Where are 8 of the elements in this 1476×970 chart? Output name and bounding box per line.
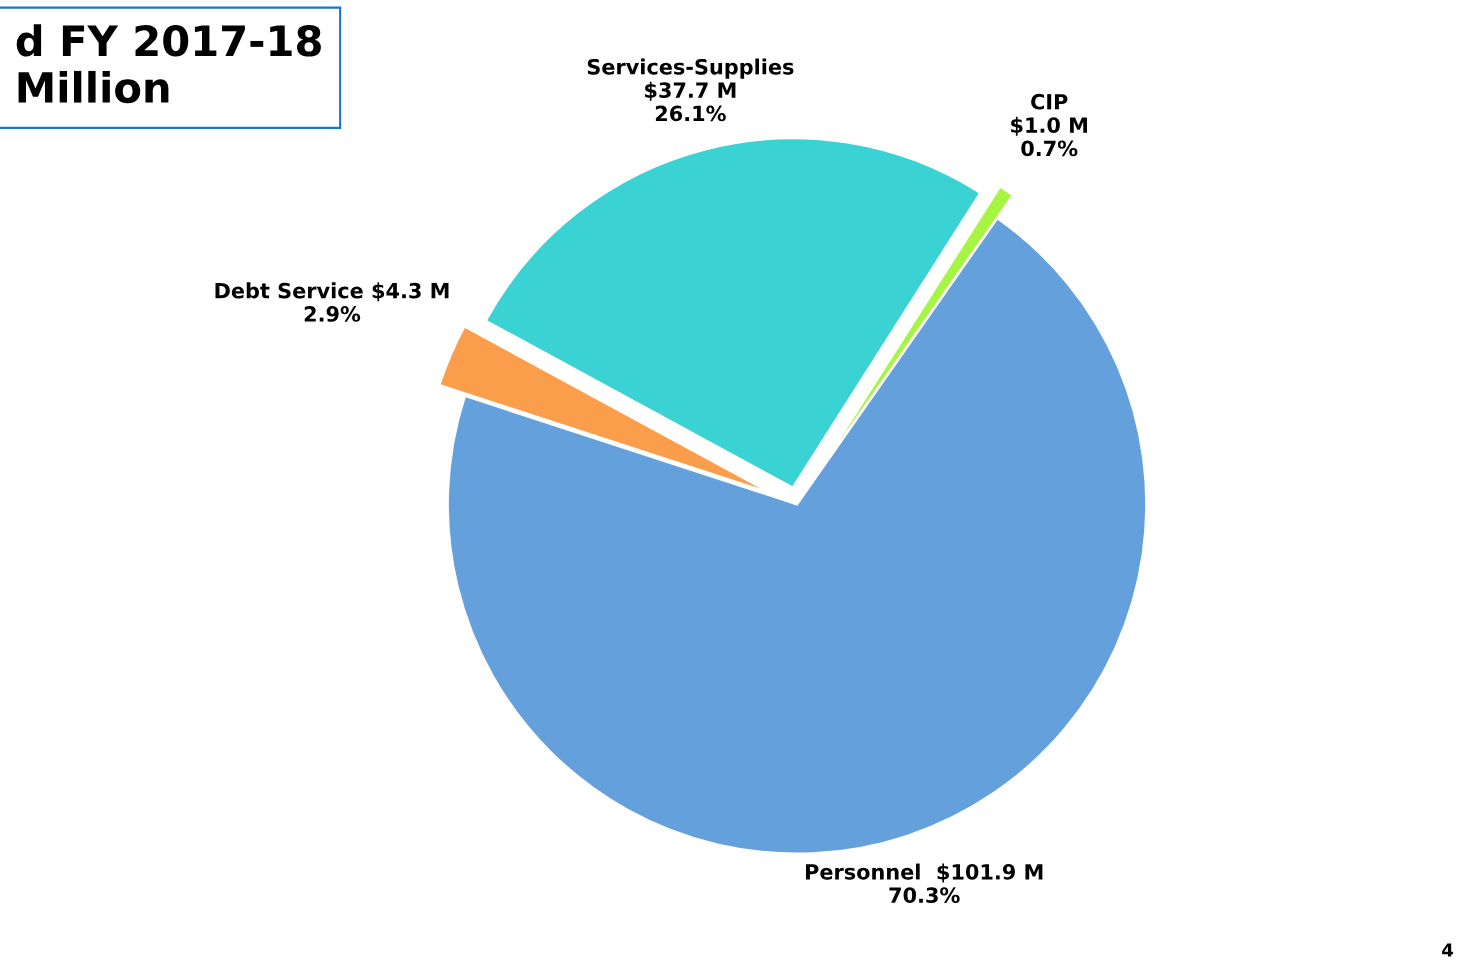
- slice-label: Debt Service $4.3 M 2.9%: [215, 282, 449, 322]
- text: 4: [1442, 943, 1454, 957]
- data-label: $37.7 M 26.1%: [645, 81, 736, 122]
- chart-title: d FY 2017-18 Million: [16, 24, 321, 104]
- slice-label: Personnel $101.9 M 70.3%: [806, 863, 1043, 904]
- slice-label: Services-Supplies: [587, 58, 794, 79]
- data-label: $1.0 M 0.7%: [1011, 116, 1087, 157]
- slice-label: CIP: [1031, 93, 1068, 110]
